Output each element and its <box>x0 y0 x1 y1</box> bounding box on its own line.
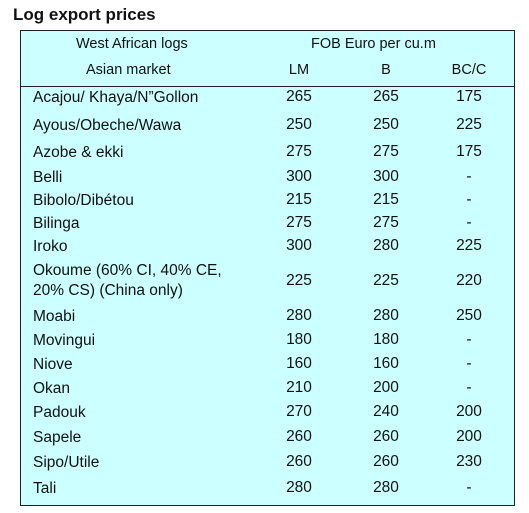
row-lm-price: 180 <box>286 331 312 348</box>
row-bc-price: - <box>466 214 472 231</box>
row-bc-price: - <box>466 191 472 208</box>
row-log-name: Okoume (60% CI, 40% CE, 20% CS) (China o… <box>33 262 222 299</box>
row-b-price: 160 <box>373 355 399 372</box>
row-b-price: 275 <box>373 143 399 160</box>
row-log-name: Bibolo/Dibétou <box>33 192 134 209</box>
row-b-price: 180 <box>373 331 399 348</box>
row-lm-price: 300 <box>286 168 312 185</box>
header-fob-price: FOB Euro per cu.m <box>311 36 436 52</box>
row-b-price: 275 <box>373 214 399 231</box>
row-log-name: Moabi <box>33 308 76 325</box>
row-b-price: 300 <box>373 168 399 185</box>
row-bc-price: 230 <box>456 453 482 470</box>
row-log-name: Movingui <box>33 332 96 349</box>
row-bc-price: 200 <box>456 428 482 445</box>
row-lm-price: 160 <box>286 355 312 372</box>
header-lm: LM <box>288 62 310 78</box>
row-lm-price: 215 <box>286 191 312 208</box>
row-lm-price: 265 <box>286 88 312 105</box>
row-lm-price: 300 <box>286 237 312 254</box>
row-bc-price: 225 <box>456 237 482 254</box>
row-lm-price: 270 <box>286 403 312 420</box>
row-log-name: Iroko <box>33 238 68 255</box>
row-b-price: 200 <box>373 379 399 396</box>
row-b-price: 265 <box>373 88 399 105</box>
row-b-price: 260 <box>373 453 399 470</box>
row-b-price: 280 <box>373 237 399 254</box>
row-bc-price: - <box>466 168 472 185</box>
row-lm-price: 275 <box>286 214 312 231</box>
row-bc-price: - <box>466 379 472 396</box>
price-table: West African logs Asian market FOB Euro … <box>20 30 515 506</box>
row-log-name: Okan <box>33 380 71 397</box>
header-b: B <box>381 62 391 78</box>
row-bc-price: 175 <box>456 88 482 105</box>
row-log-name: Tali <box>33 480 57 497</box>
row-bc-price: - <box>466 331 472 348</box>
row-b-price: 250 <box>373 116 399 133</box>
row-bc-price: 225 <box>456 116 482 133</box>
row-bc-price: - <box>466 355 472 372</box>
row-lm-price: 260 <box>286 428 312 445</box>
row-log-name: Padouk <box>33 404 86 421</box>
row-b-price: 280 <box>373 479 399 496</box>
row-log-name: Ayous/Obeche/Wawa <box>33 117 182 134</box>
row-log-name: Sipo/Utile <box>33 454 100 471</box>
row-lm-price: 280 <box>286 307 312 324</box>
row-lm-price: 275 <box>286 143 312 160</box>
table-header: West African logs Asian market FOB Euro … <box>21 31 514 87</box>
row-bc-price: 200 <box>456 403 482 420</box>
row-bc-price: 220 <box>456 272 482 289</box>
header-asian-market: Asian market <box>86 62 171 78</box>
row-bc-price: - <box>466 479 472 496</box>
row-b-price: 215 <box>373 191 399 208</box>
row-lm-price: 225 <box>286 272 312 289</box>
row-log-name: Sapele <box>33 429 82 446</box>
page-title: Log export prices <box>13 5 156 24</box>
row-b-price: 225 <box>373 272 399 289</box>
row-lm-price: 260 <box>286 453 312 470</box>
row-log-name: Acajou/ Khaya/N”Gollon <box>33 89 199 106</box>
row-b-price: 260 <box>373 428 399 445</box>
row-lm-price: 210 <box>286 379 312 396</box>
row-bc-price: 250 <box>456 307 482 324</box>
row-b-price: 280 <box>373 307 399 324</box>
row-bc-price: 175 <box>456 143 482 160</box>
row-lm-price: 250 <box>286 116 312 133</box>
row-log-name: Bilinga <box>33 215 80 232</box>
row-log-name: Belli <box>33 169 63 186</box>
row-b-price: 240 <box>373 403 399 420</box>
header-west-african-logs: West African logs <box>76 36 188 52</box>
row-log-name: Niove <box>33 356 73 373</box>
row-log-name: Azobe & ekki <box>33 144 124 161</box>
row-lm-price: 280 <box>286 479 312 496</box>
header-bc-c: BC/C <box>451 62 487 78</box>
